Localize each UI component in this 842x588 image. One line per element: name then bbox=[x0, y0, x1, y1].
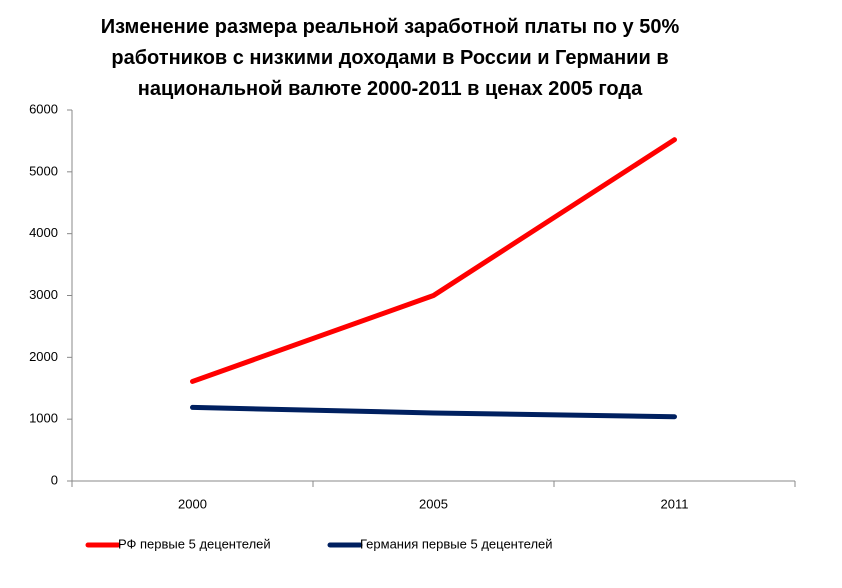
y-tick-label: 4000 bbox=[29, 225, 58, 240]
y-tick-label: 2000 bbox=[29, 349, 58, 364]
legend-label: РФ первые 5 децентелей bbox=[118, 536, 271, 551]
chart-title: Изменение размера реальной заработной пл… bbox=[100, 16, 680, 100]
y-tick-label: 1000 bbox=[29, 411, 58, 426]
y-tick-label: 6000 bbox=[29, 101, 58, 116]
x-tick-label: 2000 bbox=[178, 496, 207, 511]
series-line bbox=[190, 137, 677, 384]
x-tick-label: 2005 bbox=[419, 496, 448, 511]
series-line bbox=[190, 404, 677, 420]
y-tick-label: 3000 bbox=[29, 287, 58, 302]
x-tick-label: 2011 bbox=[661, 496, 689, 511]
y-tick-label: 5000 bbox=[29, 163, 58, 178]
legend-label: Германия первые 5 децентелей bbox=[360, 536, 553, 551]
y-tick-label: 0 bbox=[51, 472, 58, 487]
